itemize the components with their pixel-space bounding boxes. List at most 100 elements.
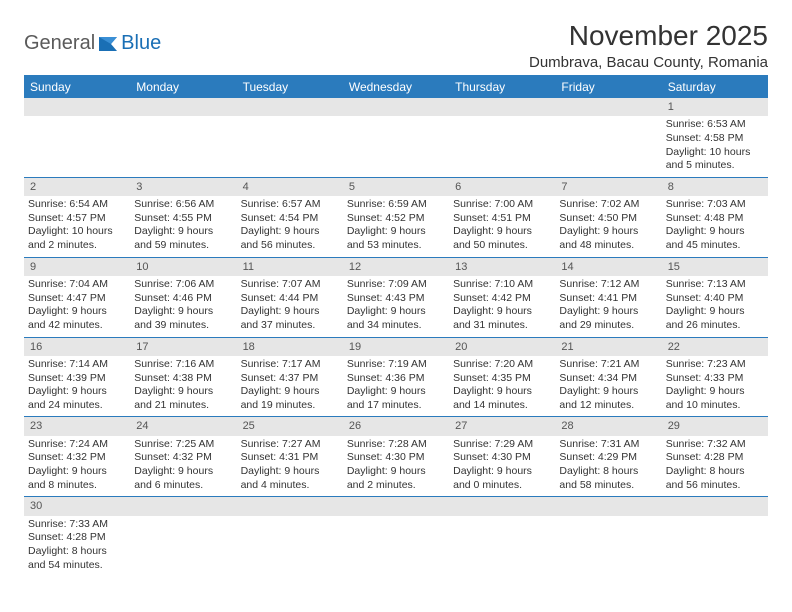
daylight-text: and 5 minutes. [666,159,764,173]
day-number: 3 [130,177,236,196]
day-cell: Sunrise: 7:12 AMSunset: 4:41 PMDaylight:… [555,276,661,337]
day-cell [449,516,555,577]
weekday-header: Tuesday [237,76,343,98]
daylight-text: Daylight: 10 hours [28,225,126,239]
sunset-text: Sunset: 4:58 PM [666,132,764,146]
daylight-text: and 6 minutes. [134,479,232,493]
sunrise-text: Sunrise: 7:02 AM [559,198,657,212]
daylight-text: Daylight: 8 hours [666,465,764,479]
day-cell: Sunrise: 7:29 AMSunset: 4:30 PMDaylight:… [449,436,555,497]
day-number: 19 [343,337,449,356]
logo: General Blue [24,20,161,55]
week-row: Sunrise: 7:24 AMSunset: 4:32 PMDaylight:… [24,436,768,497]
day-number: 14 [555,257,661,276]
day-cell: Sunrise: 6:57 AMSunset: 4:54 PMDaylight:… [237,196,343,257]
sunrise-text: Sunrise: 7:29 AM [453,438,551,452]
day-cell: Sunrise: 7:07 AMSunset: 4:44 PMDaylight:… [237,276,343,337]
sunrise-text: Sunrise: 7:32 AM [666,438,764,452]
day-cell [555,116,661,177]
sunset-text: Sunset: 4:29 PM [559,451,657,465]
sunset-text: Sunset: 4:43 PM [347,292,445,306]
sunset-text: Sunset: 4:47 PM [28,292,126,306]
day-number: 20 [449,337,555,356]
day-number: 24 [130,417,236,436]
sunrise-text: Sunrise: 6:56 AM [134,198,232,212]
sunrise-text: Sunrise: 7:17 AM [241,358,339,372]
daylight-text: Daylight: 9 hours [134,385,232,399]
weekday-header: Sunday [24,76,130,98]
daylight-text: and 53 minutes. [347,239,445,253]
week-row: Sunrise: 7:33 AMSunset: 4:28 PMDaylight:… [24,516,768,577]
sunset-text: Sunset: 4:52 PM [347,212,445,226]
daylight-text: Daylight: 8 hours [28,545,126,559]
daylight-text: Daylight: 9 hours [453,225,551,239]
sunrise-text: Sunrise: 6:57 AM [241,198,339,212]
sunrise-text: Sunrise: 7:19 AM [347,358,445,372]
daylight-text: Daylight: 9 hours [134,225,232,239]
day-number: 13 [449,257,555,276]
daylight-text: Daylight: 9 hours [559,385,657,399]
daylight-text: and 0 minutes. [453,479,551,493]
day-number [130,98,236,117]
day-cell [237,116,343,177]
weekday-header: Thursday [449,76,555,98]
day-cell [130,116,236,177]
daylight-text: and 50 minutes. [453,239,551,253]
daynum-row: 16171819202122 [24,337,768,356]
day-number: 18 [237,337,343,356]
sunrise-text: Sunrise: 7:09 AM [347,278,445,292]
sunset-text: Sunset: 4:51 PM [453,212,551,226]
daylight-text: Daylight: 9 hours [347,225,445,239]
weekday-header: Monday [130,76,236,98]
day-number [237,497,343,516]
week-row: Sunrise: 6:54 AMSunset: 4:57 PMDaylight:… [24,196,768,257]
sunrise-text: Sunrise: 6:54 AM [28,198,126,212]
logo-text-general: General [24,32,95,55]
day-cell: Sunrise: 7:19 AMSunset: 4:36 PMDaylight:… [343,356,449,417]
day-cell: Sunrise: 7:10 AMSunset: 4:42 PMDaylight:… [449,276,555,337]
daylight-text: Daylight: 9 hours [453,465,551,479]
day-number: 9 [24,257,130,276]
daylight-text: and 8 minutes. [28,479,126,493]
daylight-text: and 14 minutes. [453,399,551,413]
flag-icon [97,35,119,53]
weekday-header: Friday [555,76,661,98]
daylight-text: Daylight: 9 hours [347,305,445,319]
daylight-text: Daylight: 9 hours [347,385,445,399]
sunset-text: Sunset: 4:33 PM [666,372,764,386]
sunrise-text: Sunrise: 7:21 AM [559,358,657,372]
day-cell: Sunrise: 6:54 AMSunset: 4:57 PMDaylight:… [24,196,130,257]
daylight-text: and 45 minutes. [666,239,764,253]
sunrise-text: Sunrise: 7:27 AM [241,438,339,452]
sunrise-text: Sunrise: 7:28 AM [347,438,445,452]
daylight-text: and 59 minutes. [134,239,232,253]
daylight-text: Daylight: 10 hours [666,146,764,160]
daylight-text: Daylight: 9 hours [559,305,657,319]
sunrise-text: Sunrise: 7:06 AM [134,278,232,292]
daylight-text: and 26 minutes. [666,319,764,333]
day-cell: Sunrise: 7:32 AMSunset: 4:28 PMDaylight:… [662,436,768,497]
sunrise-text: Sunrise: 7:13 AM [666,278,764,292]
day-cell: Sunrise: 7:13 AMSunset: 4:40 PMDaylight:… [662,276,768,337]
sunrise-text: Sunrise: 7:20 AM [453,358,551,372]
day-number: 17 [130,337,236,356]
calendar-table: SundayMondayTuesdayWednesdayThursdayFrid… [24,75,768,576]
sunrise-text: Sunrise: 6:53 AM [666,118,764,132]
day-cell [449,116,555,177]
daylight-text: and 2 minutes. [28,239,126,253]
sunrise-text: Sunrise: 7:04 AM [28,278,126,292]
day-cell: Sunrise: 7:06 AMSunset: 4:46 PMDaylight:… [130,276,236,337]
week-row: Sunrise: 7:04 AMSunset: 4:47 PM Daylight:… [24,276,768,337]
sunset-text: Sunset: 4:28 PM [28,531,126,545]
day-number: 28 [555,417,661,436]
day-number: 16 [24,337,130,356]
day-cell: Sunrise: 7:23 AMSunset: 4:33 PMDaylight:… [662,356,768,417]
daylight-text: Daylight: 9 hours [241,465,339,479]
sunset-text: Sunset: 4:30 PM [347,451,445,465]
day-number: 5 [343,177,449,196]
daylight-text: Daylight: 9 hours [28,385,126,399]
day-number [662,497,768,516]
daylight-text: Daylight: 9 hours [453,305,551,319]
sunset-text: Sunset: 4:50 PM [559,212,657,226]
daylight-text: Daylight: 9 hours [453,385,551,399]
